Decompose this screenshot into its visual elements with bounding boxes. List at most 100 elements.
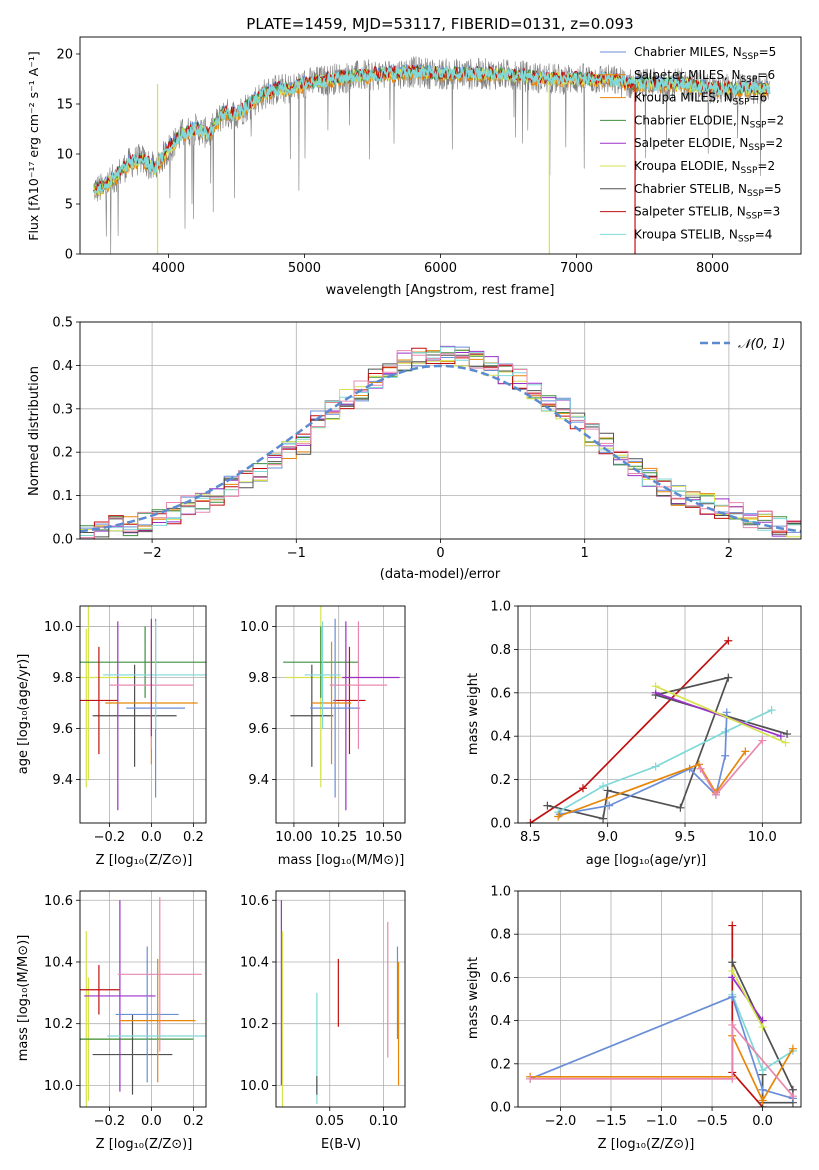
legend-label-sub: SSP: [733, 98, 750, 108]
age-weight-panel: 8.5 9.0 9.5 10.0 0.0 0.2 0.4 0.6 0.8 1.0: [490, 600, 802, 845]
spectrum-ytick-label: 5: [65, 198, 73, 213]
spectrum-xlabel: wavelength [Angstrom, rest frame]: [326, 283, 555, 298]
legend-label: Kroupa STELIB, NSSP=4: [634, 227, 772, 244]
z-weight-xtick-label: −0.5: [696, 1114, 728, 1129]
z-weight-ytick-label: 0.6: [490, 971, 511, 986]
age-weight-point: [651, 762, 660, 771]
z-weight-ytick-label: 0.4: [490, 1014, 511, 1029]
z-mass-ytick-label: 10.6: [44, 894, 73, 909]
mass-age-ytick-label: 9.8: [248, 671, 269, 686]
z-age-xtick-label: −0.2: [94, 830, 126, 845]
mass-age-xtick-label: 10.50: [365, 830, 402, 845]
legend-label-text: Salpeter MILES, N: [634, 68, 741, 82]
histogram-xlabel: (data-model)/error: [380, 567, 501, 582]
ebv-mass-ytick-label: 10.4: [240, 955, 269, 970]
z-weight-series-line: [530, 1022, 794, 1097]
spectrum-xtick-label: 8000: [696, 261, 729, 276]
legend-label-sub: SSP: [741, 75, 758, 85]
legend-label: Chabrier STELIB, NSSP=5: [634, 182, 782, 199]
age-weight-point: [599, 814, 608, 823]
mass-age-frame: [275, 605, 406, 824]
legend-label-sub: SSP: [748, 143, 765, 153]
spectrum-model-line: [93, 64, 771, 195]
histogram-gaussian-line: [80, 364, 801, 533]
ebv-mass-frame: [275, 890, 406, 1108]
ebv-mass-ytick-label: 10.2: [240, 1017, 269, 1032]
age-weight-point: [721, 751, 730, 760]
z-weight-point: [728, 958, 737, 967]
z-mass-ytick-label: 10.0: [44, 1079, 73, 1094]
age-weight-xtick-label: 9.5: [675, 830, 696, 845]
plot-area: [283, 606, 400, 811]
histogram-ytick-label: 0.5: [52, 316, 73, 331]
age-weight-point: [603, 786, 612, 795]
age-weight-frame: [517, 605, 802, 824]
mass-age-ytick-label: 9.4: [248, 773, 269, 788]
age-weight-point: [578, 784, 587, 793]
histogram-ytick-label: 0.1: [52, 489, 73, 504]
z-mass-ytick-label: 10.2: [44, 1017, 73, 1032]
legend-label-text: Chabrier ELODIE, N: [634, 113, 750, 127]
z-weight-xtick-label: −2.0: [545, 1114, 577, 1129]
age-weight-point: [651, 682, 660, 691]
age-weight-xlabel: age [log₁₀(age/yr)]: [586, 853, 707, 868]
age-weight-point: [526, 819, 535, 823]
legend-label-sub: SSP: [750, 120, 767, 130]
age-weight-point: [605, 801, 614, 810]
spectrum-ylabel: Flux [fλ10⁻¹⁷ erg cm⁻² s⁻¹ A⁻¹]: [26, 51, 41, 240]
age-weight-series-line: [559, 712, 728, 816]
z-weight-ylabel: mass weight: [466, 957, 481, 1039]
z-weight-point: [728, 992, 737, 1001]
spectrum-xtick-label: 7000: [560, 261, 593, 276]
age-weight-xtick-label: 10.0: [748, 830, 777, 845]
z-weight-ytick-label: 1.0: [490, 885, 511, 900]
z-age-xtick-label: 0.0: [141, 830, 162, 845]
spectrum-panel: 4000 5000 6000 7000 8000 0 5 10 15 20 Chabrier MIL…: [56, 36, 802, 276]
z-weight-point: [758, 1096, 767, 1105]
z-age-xlabel: Z [log₁₀(Z/Z⊙)]: [96, 853, 193, 868]
z-weight-point: [728, 966, 737, 975]
histogram-legend-label: 𝒩(0, 1): [738, 337, 785, 352]
legend-label-tail: =2: [757, 159, 775, 173]
z-weight-point: [788, 1092, 797, 1101]
histogram-ytick-label: 0.3: [52, 402, 73, 417]
z-age-panel: −0.2 0.0 0.2 9.4 9.6 9.8 10.0: [44, 605, 207, 845]
legend-label-text: Salpeter STELIB, N: [634, 205, 746, 219]
age-weight-point: [554, 812, 563, 821]
age-weight-point: [694, 760, 703, 769]
age-weight-point: [724, 673, 733, 682]
legend-label: Salpeter STELIB, NSSP=3: [634, 205, 780, 222]
legend-label-tail: =2: [766, 113, 784, 127]
spectrum-xtick-label: 4000: [152, 261, 185, 276]
ebv-mass-ytick-label: 10.6: [240, 894, 269, 909]
histogram-xtick-label: −2: [143, 546, 162, 561]
z-mass-xlabel: Z [log₁₀(Z/Z⊙)]: [96, 1137, 193, 1152]
z-mass-panel: −0.2 0.0 0.2 10.0 10.2 10.4 10.6: [44, 890, 207, 1129]
age-weight-point: [783, 730, 792, 739]
mass-age-xtick-label: 10.00: [275, 830, 312, 845]
histogram-xtick-label: 1: [581, 546, 589, 561]
z-weight-series-line: [731, 970, 764, 1028]
z-age-ylabel: age [log₁₀(age/yr)]: [16, 654, 31, 775]
plot-area: [93, 56, 771, 254]
spectrum-xtick-label: 6000: [424, 261, 457, 276]
age-weight-ytick-label: 0.4: [490, 730, 511, 745]
age-weight-point: [776, 732, 785, 741]
legend-label: Kroupa MILES, NSSP=6: [634, 91, 767, 108]
histogram-series: [80, 354, 801, 539]
z-weight-point: [728, 921, 737, 930]
z-weight-point: [728, 1074, 737, 1083]
spectrum-ytick-label: 15: [56, 98, 73, 113]
legend-label-text: Kroupa MILES, N: [634, 91, 733, 105]
age-weight-ytick-label: 1.0: [490, 600, 511, 615]
legend-label-text: Chabrier MILES, N: [634, 45, 742, 59]
legend-label: Chabrier MILES, NSSP=5: [634, 45, 776, 62]
histogram-xtick-label: 2: [725, 546, 733, 561]
spectrum-frame: [79, 36, 802, 255]
z-age-xtick-label: 0.2: [183, 830, 204, 845]
legend-label-tail: =3: [763, 205, 781, 219]
mass-age-xlabel: mass [log₁₀(M/M⊙)]: [278, 853, 405, 868]
age-weight-point: [741, 747, 750, 756]
z-mass-ylabel: mass [log₁₀(M/M⊙)]: [16, 935, 31, 1062]
plot-area: [80, 897, 206, 1107]
